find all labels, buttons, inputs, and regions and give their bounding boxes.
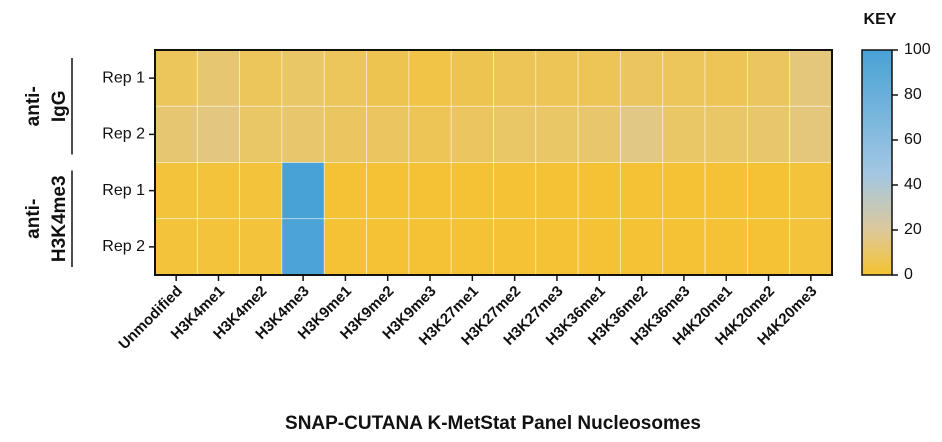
heatmap-cell — [493, 49, 537, 107]
heatmap-cell — [789, 105, 833, 163]
heatmap-cell — [154, 49, 198, 107]
heatmap-cell — [239, 162, 283, 220]
x-tick-label: Unmodified — [115, 283, 185, 353]
heatmap-cell — [704, 218, 748, 276]
heatmap-cell — [746, 105, 791, 163]
heatmap-cell — [239, 105, 283, 163]
heatmap-cell — [577, 49, 621, 107]
heatmap-cell — [662, 105, 706, 163]
heatmap-cell — [323, 105, 367, 163]
heatmap-cell — [704, 49, 748, 107]
colorbar-title: KEY — [864, 11, 897, 28]
heatmap-cell — [450, 218, 494, 276]
heatmap-cell — [281, 49, 325, 107]
row-label: Rep 1 — [102, 69, 145, 86]
heatmap-cell — [323, 218, 367, 276]
row-group-label: anti- — [23, 199, 44, 239]
heatmap-cell — [493, 105, 537, 163]
colorbar-tick-label: 20 — [904, 221, 922, 238]
heatmap-cell — [450, 49, 494, 107]
heatmap-cell — [704, 162, 748, 220]
heatmap-cell — [366, 49, 410, 107]
heatmap-cell — [535, 162, 579, 220]
heatmap-cell — [450, 162, 494, 220]
colorbar — [861, 49, 893, 276]
row-group-label: IgG — [49, 90, 70, 122]
row-label: Rep 2 — [102, 126, 145, 143]
heatmap-cell — [493, 162, 537, 220]
heatmap-cell — [535, 105, 579, 163]
heatmap-cell — [535, 218, 579, 276]
heatmap-cell — [366, 218, 410, 276]
heatmap-cell — [281, 105, 325, 163]
heatmap-cell — [408, 218, 452, 276]
colorbar-tick-label: 40 — [904, 176, 922, 193]
row-group-label: H3K4me3 — [49, 175, 70, 262]
row-group-label: anti- — [23, 86, 44, 126]
plot-frame — [154, 49, 833, 276]
heatmap-cell — [704, 105, 748, 163]
heatmap-cell — [662, 218, 706, 276]
heatmap-cell — [577, 218, 621, 276]
heatmap-cell — [408, 105, 452, 163]
colorbar-tick-label: 100 — [904, 41, 931, 58]
heatmap-cell — [662, 49, 706, 107]
heatmap-cell — [239, 218, 283, 276]
heatmap-cell — [366, 162, 410, 220]
heatmap-cell — [577, 105, 621, 163]
heatmap-cell — [577, 162, 621, 220]
heatmap-cell — [662, 162, 706, 220]
heatmap-cell — [493, 218, 537, 276]
row-label: Rep 2 — [102, 238, 145, 255]
heatmap-cell — [196, 49, 241, 107]
heatmap-cell — [789, 49, 833, 107]
heatmap-cell — [789, 162, 833, 220]
heatmap-cell — [154, 162, 198, 220]
heatmap-cell — [323, 162, 367, 220]
heatmap-cell — [196, 218, 241, 276]
heatmap-cell — [620, 162, 664, 220]
heatmap-cell — [281, 162, 325, 220]
heatmap-cell — [366, 105, 410, 163]
colorbar-tick-label: 80 — [904, 86, 922, 103]
heatmap-cell — [196, 162, 241, 220]
colorbar-tick-label: 0 — [904, 266, 913, 283]
heatmap-cell — [746, 218, 791, 276]
row-label: Rep 1 — [102, 182, 145, 199]
heatmap-cell — [408, 162, 452, 220]
heatmap-cell — [746, 49, 791, 107]
heatmap-cell — [620, 49, 664, 107]
heatmap-cell — [154, 105, 198, 163]
heatmap-cell — [746, 162, 791, 220]
x-axis-title: SNAP-CUTANA K-MetStat Panel Nucleosomes — [285, 413, 701, 434]
heatmap-cell — [196, 105, 241, 163]
heatmap-cell — [239, 49, 283, 107]
heatmap-cell — [450, 105, 494, 163]
heatmap-cell — [323, 49, 367, 107]
colorbar-tick-label: 60 — [904, 131, 922, 148]
heatmap-cell — [408, 49, 452, 107]
heatmap-cell — [154, 218, 198, 276]
heatmap-cell — [535, 49, 579, 107]
heatmap-cell — [620, 105, 664, 163]
heatmap-cell — [789, 218, 833, 276]
heatmap-cell — [281, 218, 325, 276]
heatmap-cell — [620, 218, 664, 276]
